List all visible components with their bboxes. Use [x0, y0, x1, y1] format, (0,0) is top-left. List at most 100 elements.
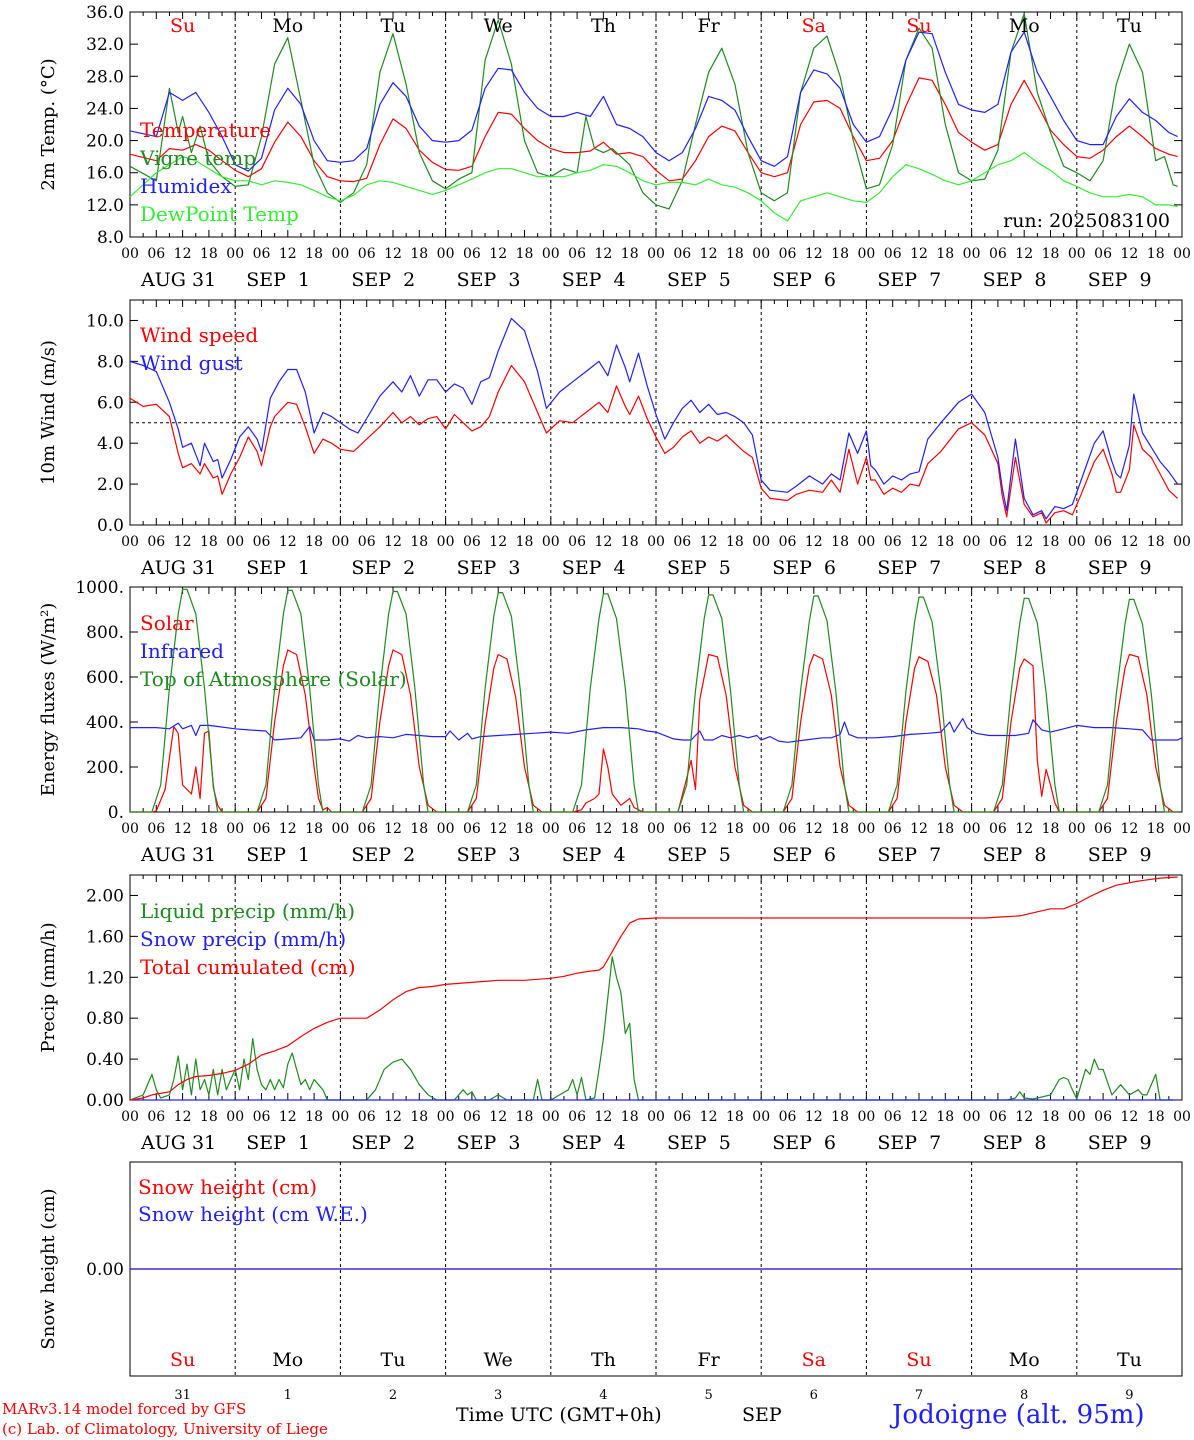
hour-tick-label: 06	[568, 246, 586, 262]
hour-tick-label: 12	[594, 246, 612, 262]
day-footer-label: Mo	[272, 1349, 303, 1371]
hour-tick-label: 06	[779, 246, 797, 262]
hour-tick-label: 06	[673, 534, 691, 550]
hour-tick-label: 00	[331, 821, 349, 837]
y-tick-label: 1.20	[86, 968, 124, 988]
hour-tick-label: 06	[1094, 821, 1112, 837]
hour-tick-label: 12	[1015, 1109, 1033, 1125]
hour-tick-label: 00	[647, 1109, 665, 1125]
y-tick-label: 6.0	[97, 393, 124, 413]
station-label: Jodoigne (alt. 95m)	[892, 1400, 1145, 1430]
day-header-label: We	[484, 15, 513, 37]
hour-tick-label: 00	[963, 821, 981, 837]
y-tick-label: 8.0	[97, 352, 124, 372]
hour-tick-label: 06	[147, 534, 165, 550]
y-axis-label: Energy fluxes (W/m²)	[38, 603, 59, 797]
y-tick-label: 4.0	[97, 434, 124, 454]
hour-tick-label: 12	[489, 821, 507, 837]
hour-tick-label: 00	[331, 534, 349, 550]
date-label: SEP 2	[351, 844, 415, 866]
hour-tick-label: 18	[726, 821, 744, 837]
hour-tick-label: 00	[963, 246, 981, 262]
y-tick-label: 0.80	[86, 1009, 124, 1029]
y-tick-label: 10.0	[86, 311, 124, 331]
month-label: SEP	[742, 1404, 782, 1426]
y-axis-label: Precip (mm/h)	[38, 922, 59, 1052]
day-footer-label: Su	[170, 1349, 195, 1371]
date-label: SEP 3	[457, 557, 521, 579]
hour-tick-label: 06	[1094, 1109, 1112, 1125]
hour-tick-label: 00	[963, 534, 981, 550]
hour-tick-label: 12	[279, 246, 297, 262]
y-tick-label: 8.0	[97, 228, 124, 248]
panel-5: 0.00 Snow height (cm) Snow height (cm) Snow…	[38, 1161, 1183, 1403]
hour-tick-label: 06	[884, 1109, 902, 1125]
day-footer-label: We	[484, 1349, 513, 1371]
hour-tick-label: 12	[174, 534, 192, 550]
hour-tick-label: 00	[857, 534, 875, 550]
day-header-label: Tu	[381, 15, 406, 37]
day-footer-label: Su	[906, 1349, 931, 1371]
series-line	[130, 649, 1178, 813]
date-label: SEP 4	[562, 269, 626, 291]
day-header-label: Fr	[697, 15, 720, 37]
hour-tick-label: 00	[1173, 246, 1191, 262]
date-label: AUG 31	[140, 557, 216, 579]
series-line	[129, 77, 1178, 183]
hour-tick-label: 00	[226, 246, 244, 262]
hour-tick-label: 06	[253, 821, 271, 837]
hour-tick-label: 12	[384, 534, 402, 550]
y-tick-label: 0.	[108, 803, 124, 823]
hour-tick-label: 06	[779, 821, 797, 837]
y-tick-label: 400.	[86, 713, 124, 733]
day-number-label: 8	[1020, 1388, 1028, 1403]
legend-entry: Humidex	[140, 174, 232, 198]
legend-entry: Infrared	[140, 639, 224, 663]
legend-entry: Solar	[140, 611, 194, 635]
panel-4: 0.00 0.40 0.80 1.20 1.60 2.00 Precip (mm/h) Liq…	[38, 874, 1191, 1154]
day-header-label: Mo	[1009, 15, 1040, 37]
hour-tick-label: 18	[726, 534, 744, 550]
hour-tick-label: 06	[568, 821, 586, 837]
y-tick-label: 600.	[86, 668, 124, 688]
day-header-label: Th	[591, 15, 616, 37]
hour-tick-label: 18	[1042, 246, 1060, 262]
hour-tick-label: 06	[358, 1109, 376, 1125]
date-label: SEP 9	[1088, 1132, 1152, 1154]
hour-tick-label: 06	[779, 534, 797, 550]
hour-tick-label: 00	[437, 534, 455, 550]
y-tick-label: 16.0	[86, 164, 124, 184]
legend-entry: Snow height (cm W.E.)	[138, 1202, 368, 1226]
hour-tick-label: 18	[936, 1109, 954, 1125]
hour-tick-label: 18	[1147, 246, 1165, 262]
date-label: SEP 6	[772, 269, 836, 291]
y-tick-label: 0.0	[97, 516, 124, 536]
date-label: SEP 4	[562, 1132, 626, 1154]
hour-tick-label: 18	[621, 534, 639, 550]
day-number-label: 9	[1125, 1388, 1133, 1403]
date-label: SEP 8	[983, 557, 1047, 579]
hour-tick-label: 18	[305, 821, 323, 837]
hour-tick-label: 00	[542, 246, 560, 262]
date-label: SEP 9	[1088, 269, 1152, 291]
hour-tick-label: 12	[805, 246, 823, 262]
day-header-label: Tu	[1117, 15, 1142, 37]
hour-tick-label: 12	[1120, 1109, 1138, 1125]
hour-tick-label: 06	[568, 1109, 586, 1125]
hour-tick-label: 06	[463, 1109, 481, 1125]
series-line	[129, 152, 1178, 222]
hour-tick-label: 12	[700, 534, 718, 550]
day-header-label: Su	[906, 15, 931, 37]
hour-tick-label: 06	[253, 246, 271, 262]
hour-tick-label: 12	[1015, 246, 1033, 262]
series-line	[129, 364, 1179, 524]
y-tick-label: 2.00	[86, 886, 124, 906]
series-line	[129, 31, 1178, 172]
y-axis-label: 10m Wind (m/s)	[38, 340, 59, 485]
hour-tick-label: 00	[1173, 1109, 1191, 1125]
legend-entry: Liquid precip (mm/h)	[140, 899, 355, 923]
date-label: SEP 6	[772, 1132, 836, 1154]
series-line	[129, 317, 1179, 520]
hour-tick-label: 06	[358, 534, 376, 550]
hour-tick-label: 06	[989, 534, 1007, 550]
